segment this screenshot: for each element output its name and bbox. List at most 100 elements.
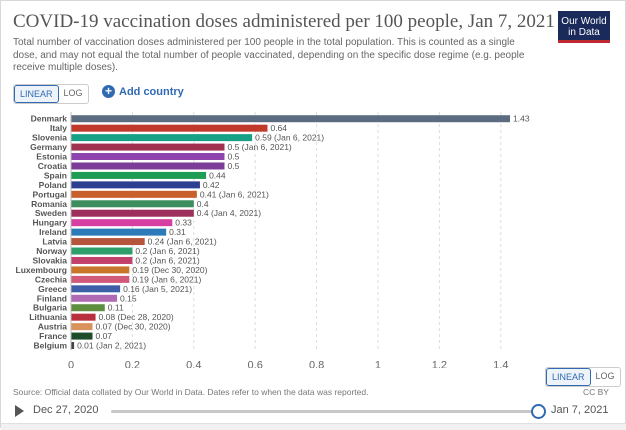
country-label: Italy	[50, 123, 67, 133]
add-country-button[interactable]: + Add country	[102, 85, 184, 98]
bar	[71, 115, 510, 123]
country-label: Czechia	[35, 274, 67, 284]
bar	[71, 200, 194, 208]
timeline-track[interactable]	[111, 410, 539, 413]
country-label: Finland	[37, 293, 67, 303]
x-tick-label: 0	[68, 359, 74, 368]
bar	[71, 256, 133, 264]
play-icon[interactable]	[15, 405, 24, 417]
value-label: 0.16 (Jan 5, 2021)	[123, 284, 192, 294]
value-label: 0.15	[120, 293, 137, 303]
bar	[71, 162, 225, 170]
value-label: 0.41 (Jan 6, 2021)	[200, 189, 269, 199]
country-label: Greece	[38, 284, 67, 294]
value-label: 0.5	[227, 161, 239, 171]
country-label: Norway	[36, 246, 67, 256]
value-label: 0.01 (Jan 2, 2021)	[77, 341, 146, 351]
logo-line1: Our World	[561, 16, 607, 27]
value-label: 0.2 (Jan 6, 2021)	[135, 255, 199, 265]
linear-button[interactable]: LINEAR	[14, 85, 59, 103]
bar	[71, 171, 207, 179]
country-label: Germany	[30, 142, 67, 152]
country-label: Poland	[39, 180, 67, 190]
timeline-end-label: Jan 7, 2021	[551, 404, 609, 416]
plus-icon: +	[102, 85, 115, 98]
log-button-bottom[interactable]: LOG	[595, 371, 615, 381]
x-tick-label: 1.2	[432, 359, 447, 368]
country-label: Hungary	[33, 218, 68, 228]
bar	[71, 313, 96, 321]
bar	[71, 238, 145, 246]
owid-logo[interactable]: Our World in Data	[558, 11, 610, 43]
value-label: 1.43	[513, 114, 530, 124]
country-label: Romania	[31, 199, 67, 209]
bar	[71, 228, 167, 236]
value-label: 0.08 (Dec 28, 2020)	[99, 312, 174, 322]
country-label: Luxembourg	[16, 265, 67, 275]
scale-toggle-bottom: LINEAR LOG	[545, 367, 621, 387]
x-tick-label: 1	[375, 359, 381, 368]
country-label: Austria	[38, 322, 68, 332]
country-label: Sweden	[35, 208, 67, 218]
add-country-label: Add country	[119, 85, 184, 98]
bar	[71, 247, 133, 255]
bar	[71, 342, 75, 350]
timeline-handle[interactable]	[531, 404, 546, 419]
timeline: Dec 27, 2020 Jan 7, 2021	[1, 399, 626, 423]
country-label: Lithuania	[29, 312, 67, 322]
value-label: 0.33	[175, 218, 192, 228]
bar	[71, 304, 105, 312]
scale-toggle-top: LINEAR LOG	[13, 84, 89, 104]
bar	[71, 294, 118, 302]
value-label: 0.24 (Jan 6, 2021)	[148, 237, 217, 247]
country-label: France	[39, 331, 67, 341]
bar	[71, 124, 268, 132]
value-label: 0.4	[197, 199, 209, 209]
x-tick-label: 0.2	[125, 359, 140, 368]
value-label: 0.5 (Jan 6, 2021)	[227, 142, 291, 152]
value-label: 0.64	[270, 123, 287, 133]
value-label: 0.19 (Jan 6, 2021)	[132, 274, 201, 284]
bar	[71, 143, 225, 151]
bar-chart: 0 0.2 0.4 0.6 0.8 1 1.2 1.4 Denmark 1.43 Italy 0.64…	[16, 112, 530, 368]
value-label: 0.59 (Jan 6, 2021)	[255, 133, 324, 143]
value-label: 0.11	[108, 303, 124, 313]
x-tick-label: 0.6	[248, 359, 263, 368]
bar	[71, 134, 253, 142]
bar	[71, 323, 93, 331]
value-label: 0.42	[203, 180, 220, 190]
bar	[71, 181, 200, 189]
timeline-start-label: Dec 27, 2020	[33, 404, 99, 416]
country-label: Bulgaria	[33, 303, 67, 313]
country-label: Spain	[44, 170, 67, 180]
bar	[71, 153, 225, 161]
country-label: Ireland	[39, 227, 67, 237]
x-tick-label: 0.8	[309, 359, 324, 368]
bar	[71, 275, 130, 283]
value-label: 0.31	[169, 227, 186, 237]
value-label: 0.19 (Dec 30, 2020)	[132, 265, 207, 275]
linear-button-bottom[interactable]: LINEAR	[546, 368, 591, 386]
bottom-strip	[1, 423, 626, 430]
value-label: 0.4 (Jan 4, 2021)	[197, 208, 261, 218]
x-tick-label: 0.4	[186, 359, 201, 368]
bar	[71, 266, 130, 274]
bar	[71, 209, 194, 217]
chart-subtitle: Total number of vaccination doses admini…	[13, 37, 525, 73]
chart-title: COVID-19 vaccination doses administered …	[13, 11, 555, 32]
license-label[interactable]: CC BY	[583, 387, 609, 397]
country-label: Belgium	[33, 341, 67, 351]
bar	[71, 332, 93, 340]
x-tick-label: 1.4	[493, 359, 508, 368]
country-label: Slovakia	[33, 255, 68, 265]
source-note: Source: Official data collated by Our Wo…	[13, 387, 369, 397]
bar	[71, 190, 197, 198]
country-label: Slovenia	[32, 133, 67, 143]
bar	[71, 219, 173, 227]
logo-line2: in Data	[568, 27, 600, 38]
log-button[interactable]: LOG	[63, 88, 83, 98]
value-label: 0.2 (Jan 6, 2021)	[135, 246, 199, 256]
country-label: Latvia	[42, 237, 67, 247]
country-label: Estonia	[36, 152, 67, 162]
